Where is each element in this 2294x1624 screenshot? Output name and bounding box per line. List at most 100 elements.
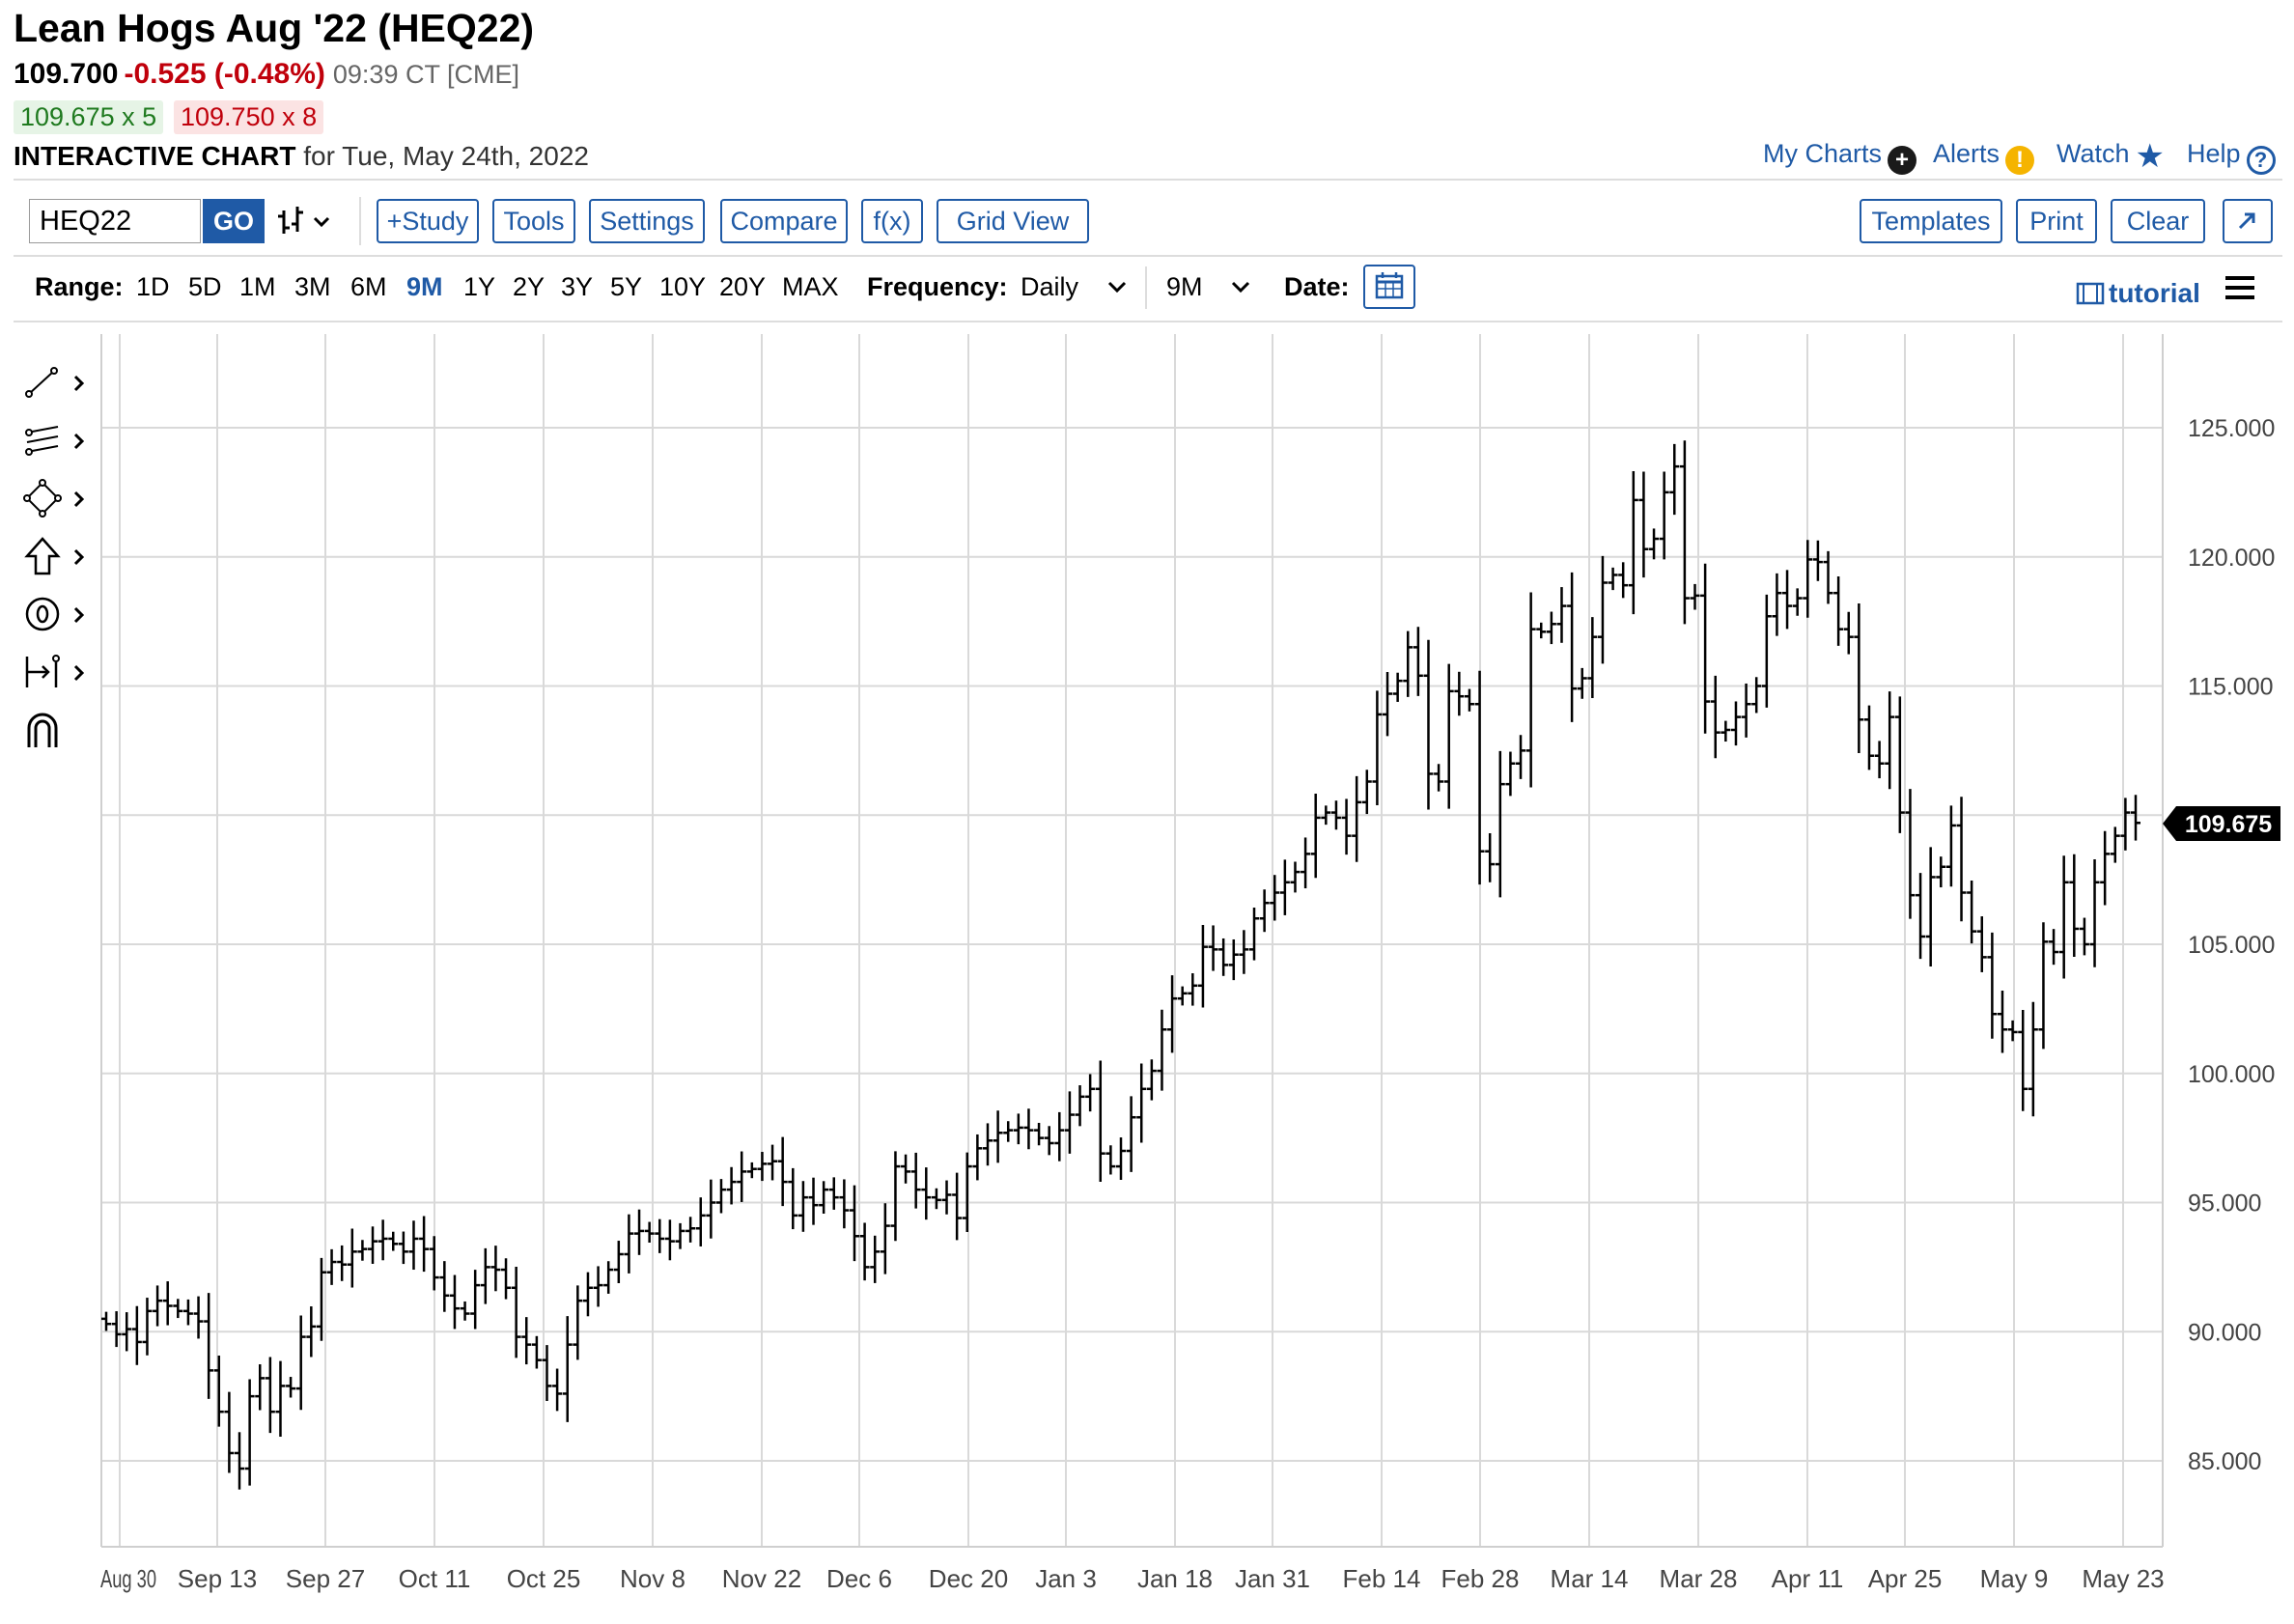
ohlc-bar (378, 1219, 388, 1261)
ohlc-bar (1208, 925, 1218, 971)
my-charts-label: My Charts (1763, 139, 1883, 168)
range-9m[interactable]: 9M (406, 272, 443, 301)
range-5y[interactable]: 5Y (610, 272, 643, 301)
ohlc-bar (993, 1110, 1003, 1163)
range-max[interactable]: MAX (782, 272, 839, 301)
ohlc-bar (1239, 930, 1249, 974)
menu-icon[interactable] (2225, 274, 2254, 301)
ohlc-bar (1628, 470, 1638, 615)
ohlc-bar (768, 1144, 778, 1181)
shapes-tool-button[interactable] (23, 477, 91, 521)
ohlc-bar (1812, 540, 1823, 581)
tools-button[interactable]: Tools (492, 199, 575, 243)
ohlc-bar (962, 1152, 972, 1232)
study-button[interactable]: +Study (377, 199, 479, 243)
print-button[interactable]: Print (2016, 199, 2097, 243)
ohlc-bar (1352, 775, 1362, 862)
ohlc-bar (111, 1311, 122, 1348)
last-price-badge (2163, 805, 2280, 841)
ohlc-bar (1218, 938, 1229, 976)
range-5d[interactable]: 5D (188, 272, 222, 301)
fibonacci-tool-button[interactable] (23, 419, 91, 463)
x-tick-label: Feb 28 (1441, 1564, 1520, 1593)
arrow-tool-button[interactable] (23, 535, 91, 579)
chevron-down-icon (1107, 281, 1126, 294)
ohlc-bar (2120, 798, 2131, 851)
ohlc-bar (1803, 540, 1813, 618)
range-1y[interactable]: 1Y (463, 272, 496, 301)
ohlc-bar (613, 1241, 624, 1284)
help-link[interactable]: Help? (2187, 139, 2276, 175)
annotation-tool-icon (25, 597, 85, 631)
ohlc-bar (1874, 741, 1885, 779)
watch-link[interactable]: Watch ★ (2056, 139, 2165, 173)
ohlc-bar (470, 1270, 481, 1330)
date-label: Date: (1284, 272, 1350, 301)
x-tick-label: Jan 3 (1035, 1564, 1097, 1593)
annotation-tool-button[interactable] (23, 593, 91, 637)
ohlc-bar (1894, 696, 1905, 833)
range-3y[interactable]: 3Y (561, 272, 594, 301)
ohlc-bar (726, 1166, 737, 1205)
tutorial-link[interactable]: tutorial (2076, 278, 2200, 309)
period-value: 9M (1166, 272, 1203, 301)
range-6m[interactable]: 6M (350, 272, 387, 301)
range-3m[interactable]: 3M (294, 272, 331, 301)
y-tick-label: 85.000 (2188, 1448, 2261, 1475)
ohlc-bar (675, 1222, 685, 1249)
y-axis-labels: 85.00090.00095.000100.000105.000110.0001… (2188, 415, 2275, 1475)
settings-button[interactable]: Settings (589, 199, 705, 243)
shapes-tool-icon (23, 479, 85, 518)
x-tick-label: May 23 (2082, 1564, 2164, 1593)
line-tool-icon (25, 367, 85, 398)
ohlc-bar (1956, 797, 1967, 922)
range-1d[interactable]: 1D (136, 272, 170, 301)
x-tick-label: Oct 11 (399, 1564, 471, 1593)
ohlc-bar (931, 1188, 941, 1210)
date-picker-button[interactable] (1363, 265, 1415, 309)
compare-button[interactable]: Compare (720, 199, 848, 243)
grid-view-button[interactable]: Grid View (937, 199, 1089, 243)
watch-label: Watch (2056, 139, 2130, 168)
range-1m[interactable]: 1M (239, 272, 276, 301)
ohlc-bar (1075, 1085, 1085, 1127)
ohlc-bar (255, 1364, 266, 1411)
ohlc-bar (1792, 588, 1803, 616)
ohlc-bar (1854, 603, 1864, 753)
ohlc-bar (870, 1235, 881, 1283)
alerts-link[interactable]: Alerts! (1933, 139, 2035, 175)
ohlc-bars (101, 440, 2140, 1490)
range-20y[interactable]: 20Y (719, 272, 767, 301)
ohlc-bar (1023, 1108, 1034, 1150)
ohlc-bar (1361, 770, 1372, 815)
ohlc-bar (1669, 443, 1680, 516)
ohlc-bar (337, 1245, 348, 1281)
go-button[interactable]: GO (203, 199, 265, 243)
expand-button[interactable] (2223, 199, 2273, 243)
chart-type-dropdown[interactable] (278, 203, 338, 241)
ohlc-bar (1259, 889, 1270, 933)
fibonacci-tool-icon (25, 426, 85, 456)
film-icon (2076, 282, 2105, 305)
ohlc-bar (1413, 627, 1423, 696)
range-10y[interactable]: 10Y (659, 272, 707, 301)
line-tool-button[interactable] (23, 361, 91, 406)
ohlc-bar (624, 1214, 634, 1274)
ohlc-bar (582, 1272, 593, 1317)
period-select[interactable]: 9M (1166, 272, 1256, 302)
ohlc-bar (1321, 805, 1331, 826)
symbol-input[interactable] (29, 199, 201, 243)
clear-button[interactable]: Clear (2111, 199, 2205, 243)
fx-button[interactable]: f(x) (861, 199, 923, 243)
ohlc-bar (1013, 1113, 1023, 1145)
frequency-select[interactable]: Daily (1021, 272, 1133, 302)
magnet-button[interactable] (23, 709, 91, 753)
range-2y[interactable]: 2Y (513, 272, 546, 301)
x-tick-label: Mar 28 (1660, 1564, 1738, 1593)
my-charts-link[interactable]: My Charts + (1763, 139, 1917, 175)
measure-tool-button[interactable] (23, 651, 91, 695)
x-tick-label: Aug 30 (100, 1564, 156, 1593)
templates-button[interactable]: Templates (1860, 199, 2002, 243)
ohlc-bar (777, 1136, 788, 1207)
